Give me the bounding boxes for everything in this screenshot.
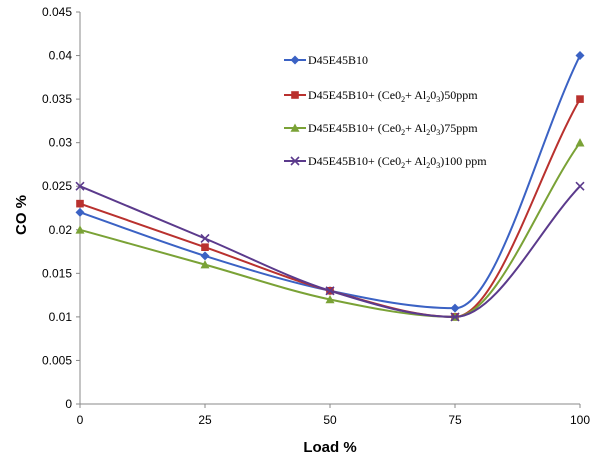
series-line <box>79 55 581 310</box>
y-tick-label: 0.005 <box>42 353 72 367</box>
x-tick-label: 0 <box>77 413 84 427</box>
data-point <box>75 225 85 234</box>
data-point <box>201 243 209 251</box>
series-4 <box>75 181 585 322</box>
y-axis-title: CO % <box>13 195 30 235</box>
data-point <box>450 312 460 322</box>
data-point <box>75 181 85 191</box>
x-tick-label: 100 <box>570 413 590 427</box>
data-point <box>325 286 335 296</box>
y-tick-label: 0.015 <box>42 266 72 280</box>
data-point <box>200 251 210 261</box>
y-tick-label: 0.025 <box>42 179 72 193</box>
data-point <box>200 233 210 244</box>
series-line <box>79 185 581 318</box>
y-tick-label: 0.04 <box>49 49 73 63</box>
data-point <box>200 260 210 269</box>
legend-item-2: D45E45B10+ (Ce02+ Al203)50ppm <box>284 88 478 104</box>
data-point <box>450 303 460 313</box>
y-axis-ticks: 0 0.005 0.01 0.015 0.02 0.025 0.03 0.035 0.04 0.0… <box>42 5 80 411</box>
x-tick-label: 75 <box>448 413 462 427</box>
x-axis-title: Load % <box>303 439 356 456</box>
legend-item-3: D45E45B10+ (Ce02+ Al203)75ppm <box>284 121 478 137</box>
y-tick-label: 0.01 <box>49 310 73 324</box>
legend-label: D45E45B10+ (Ce02+ Al203)75ppm <box>308 121 478 137</box>
y-tick-label: 0 <box>65 397 72 411</box>
y-tick-label: 0.035 <box>42 92 72 106</box>
x-axis-ticks: 0 25 50 75 100 <box>77 404 590 427</box>
data-point <box>575 138 585 147</box>
y-tick-label: 0.03 <box>49 136 73 150</box>
data-point <box>325 294 335 304</box>
x-tick-label: 50 <box>323 413 337 427</box>
legend-swatch-marker <box>290 156 300 166</box>
data-point <box>576 95 584 103</box>
data-point <box>575 181 585 191</box>
legend: D45E45B10 D45E45B10+ (Ce02+ Al203)50ppm D4… <box>284 53 487 170</box>
data-point <box>75 207 85 217</box>
data-point <box>76 199 84 208</box>
series-line <box>79 142 581 318</box>
legend-item-4: D45E45B10+ (Ce02+ Al203)100 ppm <box>284 154 487 170</box>
legend-swatch-marker <box>290 55 300 65</box>
series-group <box>75 51 585 322</box>
y-tick-label: 0.02 <box>49 223 73 237</box>
legend-item-1: D45E45B10 <box>284 53 368 67</box>
data-point <box>575 51 585 61</box>
legend-label: D45E45B10+ (Ce02+ Al203)50ppm <box>308 88 478 104</box>
legend-label: D45E45B10 <box>308 53 368 67</box>
y-tick-label: 0.045 <box>42 5 72 19</box>
legend-label: D45E45B10+ (Ce02+ Al203)100 ppm <box>308 154 487 170</box>
legend-swatch-marker <box>291 91 299 99</box>
x-tick-label: 25 <box>198 413 212 427</box>
legend-swatch-marker <box>290 123 300 132</box>
